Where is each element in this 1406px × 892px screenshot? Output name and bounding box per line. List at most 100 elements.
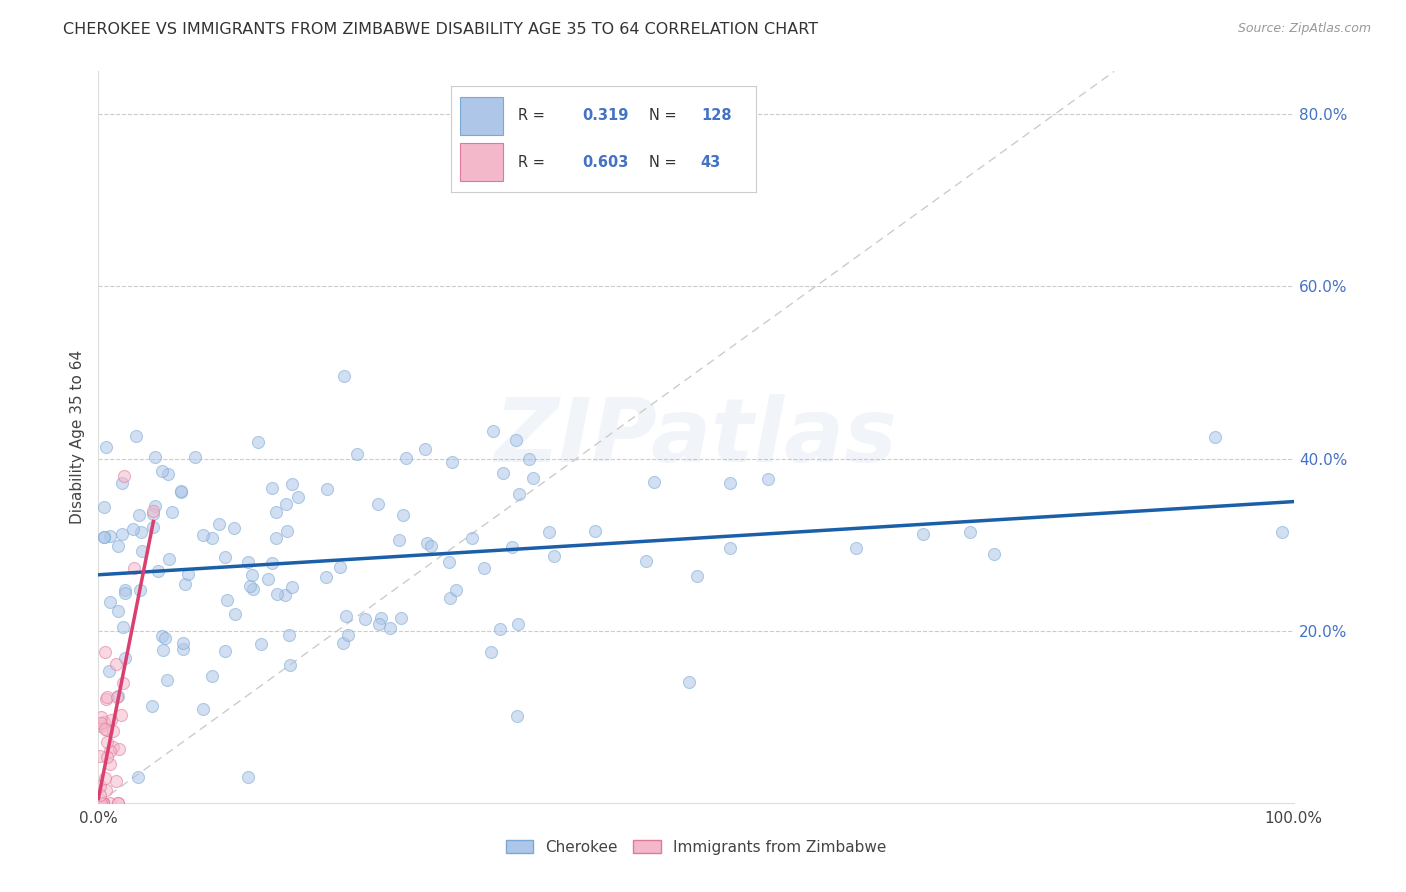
Point [98,756,121,771]
Point [756,472,779,486]
Point [643,475,665,489]
Point [264,505,287,519]
Point [329,560,352,574]
Point [224,607,246,621]
Point [287,491,309,505]
Point [89,796,111,810]
Point [472,560,495,574]
Point [153,631,176,645]
Point [388,533,411,548]
Point [170,483,193,498]
Point [91,796,114,810]
Point [150,464,173,478]
Point [983,547,1005,561]
Point [239,579,262,593]
Point [94,722,117,736]
Legend: Cherokee, Immigrants from Zimbabwe: Cherokee, Immigrants from Zimbabwe [499,834,893,861]
Point [912,527,935,541]
Point [152,629,174,643]
Point [177,567,200,582]
Point [280,658,302,673]
Point [335,609,357,624]
Point [105,774,128,789]
Point [276,497,298,511]
Point [107,796,129,810]
Point [107,604,129,618]
Point [247,434,270,449]
Point [93,796,115,810]
Point [107,539,129,553]
Point [634,554,657,568]
Point [482,424,505,438]
Text: Source: ZipAtlas.com: Source: ZipAtlas.com [1237,22,1371,36]
Point [501,540,523,554]
Point [103,723,125,738]
Point [266,531,288,545]
Point [506,616,529,631]
Point [242,582,264,597]
Point [583,524,606,538]
Point [370,611,392,625]
Point [959,524,981,539]
Point [354,612,377,626]
Point [90,710,112,724]
Point [274,588,297,602]
Point [107,796,129,810]
Point [191,702,214,716]
Y-axis label: Disability Age 35 to 64: Disability Age 35 to 64 [70,350,86,524]
Point [112,675,135,690]
Point [413,442,436,456]
Point [488,622,510,636]
Point [91,796,114,810]
Point [90,796,112,810]
Point [538,524,561,539]
Point [266,587,288,601]
Point [143,450,166,465]
Point [170,484,193,499]
Point [250,637,273,651]
Point [238,770,260,784]
Point [461,531,484,545]
Point [114,583,136,598]
Point [439,555,461,569]
Point [446,582,468,597]
Point [260,481,283,495]
Point [96,723,118,737]
Point [100,595,122,609]
Point [315,570,337,584]
Point [131,544,153,558]
Point [215,593,238,607]
Point [93,645,115,659]
Point [256,572,278,586]
Point [101,740,124,755]
Point [124,429,146,443]
Point [105,690,128,704]
Point [506,709,529,723]
Point [89,780,111,794]
Point [262,556,284,570]
Point [93,500,115,515]
Point [160,505,183,519]
Point [94,440,117,454]
Point [91,796,114,810]
Point [89,789,111,803]
Point [89,796,111,810]
Point [93,714,115,729]
Point [111,620,134,634]
Point [395,450,418,465]
Point [96,690,118,705]
Point [142,504,165,518]
Point [208,517,231,532]
Point [98,744,121,758]
Point [392,508,415,522]
Point [129,524,152,539]
Point [184,450,207,464]
Point [96,783,118,797]
Point [129,582,152,597]
Point [93,796,115,810]
Point [89,749,111,764]
Point [337,628,360,642]
Point [90,719,112,733]
Point [332,636,354,650]
Point [111,476,134,491]
